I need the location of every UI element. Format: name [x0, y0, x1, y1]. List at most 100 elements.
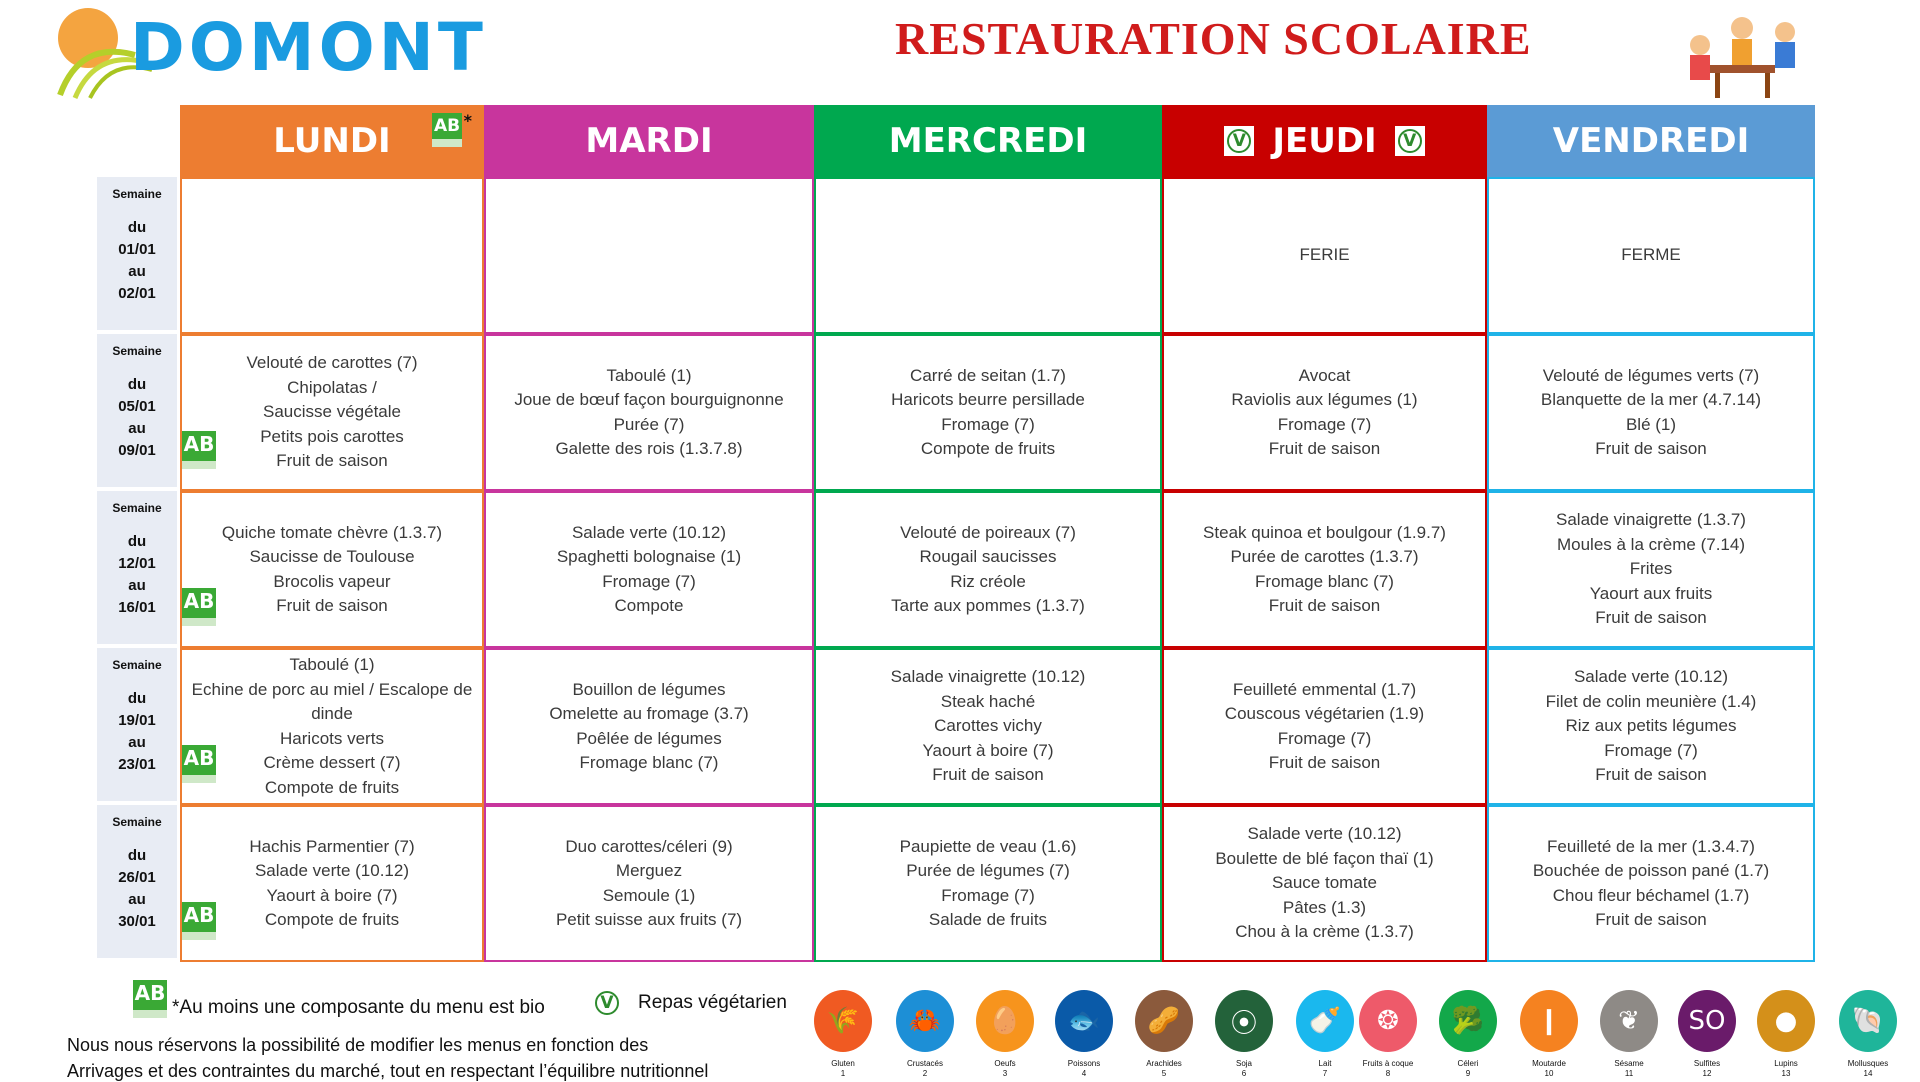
allergen-name: Crustacés	[906, 1059, 943, 1068]
ab-bio-logo: AB	[432, 113, 462, 147]
menu-item: Salade vinaigrette (1.3.7)	[1556, 510, 1746, 530]
menu-item: Sauce tomate	[1272, 873, 1377, 893]
week-au: au	[128, 891, 146, 908]
week-label: Semaine du 26/01 au 30/01	[97, 805, 177, 958]
menu-item: Compote	[614, 596, 684, 615]
menu-item: Velouté de poireaux (7)	[900, 522, 1076, 542]
week-end: 09/01	[118, 442, 156, 459]
menu-cell-jeudi: Steak quinoa et boulgour (1.9.7) Purée de…	[1162, 491, 1487, 648]
menu-item: Couscous végétarien (1.9)	[1224, 704, 1425, 723]
menu-item: Steak quinoa et boulgour (1.9.7)	[1203, 522, 1446, 542]
ab-bio-logo: AB	[182, 902, 216, 940]
allergen-label: Soja 6	[1204, 1059, 1284, 1079]
menu-item: Carottes vichy	[934, 716, 1042, 736]
mustard-icon: ❙	[1520, 990, 1578, 1052]
menu-item: Chou fleur béchamel (1.7)	[1552, 885, 1750, 905]
menu-item: FERIE	[1299, 245, 1350, 265]
week-semaine: Semaine	[112, 658, 162, 672]
week-au: au	[128, 263, 146, 280]
sun-logo-icon	[57, 8, 153, 99]
week-du: du	[127, 847, 147, 864]
menu-item: Fruit de saison	[1268, 753, 1381, 772]
menu-item: Bouchée de poisson pané (1.7)	[1532, 861, 1770, 880]
day-header-lundi: LUNDI AB *	[180, 105, 484, 177]
menu-item: Saucisse végétale	[263, 402, 401, 422]
day-label: JEUDI	[1272, 121, 1377, 161]
week-start: 19/01	[118, 712, 156, 729]
allergen-7: 🍼 Lait 7	[1285, 990, 1365, 1079]
day-label: LUNDI	[273, 121, 391, 161]
menu-item: Fruit de saison	[932, 765, 1044, 785]
menu-item: Fromage (7)	[1604, 740, 1698, 760]
menu-item: Saucisse de Toulouse	[249, 547, 415, 566]
menu-item: Haricots beurre persillade	[891, 390, 1085, 409]
menu-item: Paupiette de veau (1.6)	[899, 836, 1077, 856]
allergen-number: 3	[1002, 1069, 1008, 1078]
week-start: 12/01	[118, 555, 156, 572]
wheat-icon: 🌾	[814, 990, 872, 1052]
menu-item: Raviolis aux légumes (1)	[1231, 390, 1418, 409]
menu-item: Semoule (1)	[602, 885, 696, 905]
menu-item: Avocat	[1298, 365, 1351, 385]
week-end: 16/01	[118, 599, 156, 616]
menu-item: Fromage (7)	[602, 571, 696, 591]
menu-item: Petits pois carottes	[260, 426, 404, 446]
menu-item: dinde	[311, 704, 353, 723]
menu-item: Boulette de blé façon thaï (1)	[1215, 848, 1434, 868]
allergen-number: 14	[1863, 1069, 1873, 1078]
menu-item: Compote de fruits	[264, 910, 400, 929]
children-eating-illustration	[1690, 17, 1795, 98]
menu-item: Fruit de saison	[1595, 439, 1707, 458]
menu-item: Bouillon de légumes	[572, 679, 726, 699]
allergen-label: Crustacés 2	[885, 1059, 965, 1079]
menu-item: Salade verte (10.12)	[1247, 824, 1402, 844]
menu-item: Salade verte (10.12)	[1573, 667, 1729, 687]
page-title: RESTAURATION SCOLAIRE	[895, 13, 1532, 64]
menu-item: Compote de fruits	[920, 439, 1056, 458]
vegetarian-icon: V	[592, 988, 622, 1018]
allergen-number: 12	[1702, 1069, 1712, 1078]
menu-cell-lundi: Taboulé (1) Echine de porc au miel / Esca…	[180, 648, 484, 805]
celery-icon: 🥦	[1439, 990, 1497, 1052]
menu-item: Frites	[1629, 559, 1673, 579]
allergen-number: 9	[1465, 1069, 1471, 1078]
menu-cell-mardi: Duo carottes/céleri (9) Merguez Semoule (1…	[484, 805, 814, 962]
menu-item: Salade verte (10.12)	[571, 522, 727, 542]
vegetarian-icon: V	[1224, 126, 1255, 156]
allergen-label: Fruits à coque 8	[1348, 1059, 1428, 1079]
menu-cell-jeudi: FERIE	[1162, 177, 1487, 334]
week-start: 05/01	[118, 398, 156, 415]
allergen-name: Sésame	[1614, 1059, 1644, 1068]
menu-item: Crème dessert (7)	[263, 753, 401, 772]
allergen-label: Arachides 5	[1124, 1059, 1204, 1079]
menu-item: Hachis Parmentier (7)	[249, 836, 415, 856]
vegetarian-icon: V	[1394, 126, 1425, 156]
allergen-number: 4	[1081, 1069, 1087, 1078]
allergen-number: 11	[1624, 1069, 1634, 1078]
allergen-5: 🥜 Arachides 5	[1124, 990, 1204, 1079]
allergen-label: Poissons 4	[1044, 1059, 1124, 1079]
menu-cell-lundi: Hachis Parmentier (7) Salade verte (10.12…	[180, 805, 484, 962]
menu-item: Joue de bœuf façon bourguignonne	[514, 390, 784, 409]
menu-cell-mardi: Taboulé (1) Joue de bœuf façon bourguigno…	[484, 334, 814, 491]
day-header-vendredi: VENDREDI	[1487, 105, 1815, 177]
menu-item: Fruit de saison	[1268, 439, 1381, 458]
allergen-1: 🌾 Gluten 1	[803, 990, 883, 1079]
menu-item: Fromage blanc (7)	[1255, 571, 1394, 591]
menu-item: Yaourt à boire (7)	[266, 885, 398, 905]
menu-item: Quiche tomate chèvre (1.3.7)	[221, 522, 443, 542]
week-du: du	[127, 690, 147, 707]
allergen-number: 2	[922, 1069, 928, 1078]
menu-item: Purée de légumes (7)	[906, 861, 1070, 880]
allergen-10: ❙ Moutarde 10	[1509, 990, 1589, 1079]
menu-cell-lundi	[180, 177, 484, 334]
menu-cell-mercredi: Salade vinaigrette (10.12) Steak haché Car…	[814, 648, 1162, 805]
menu-item: Yaourt aux fruits	[1589, 583, 1713, 603]
menu-item: Blé (1)	[1625, 414, 1677, 434]
menu-item: Steak haché	[940, 691, 1036, 711]
menu-cell-lundi: Velouté de carottes (7) Chipolatas / Sauci…	[180, 334, 484, 491]
week-semaine: Semaine	[112, 344, 162, 358]
bio-legend: *Au moins une composante du menu est bio	[172, 997, 545, 1018]
sesame-icon: ❦	[1600, 990, 1658, 1052]
day-header-jeudi: V JEUDI V	[1162, 105, 1487, 177]
